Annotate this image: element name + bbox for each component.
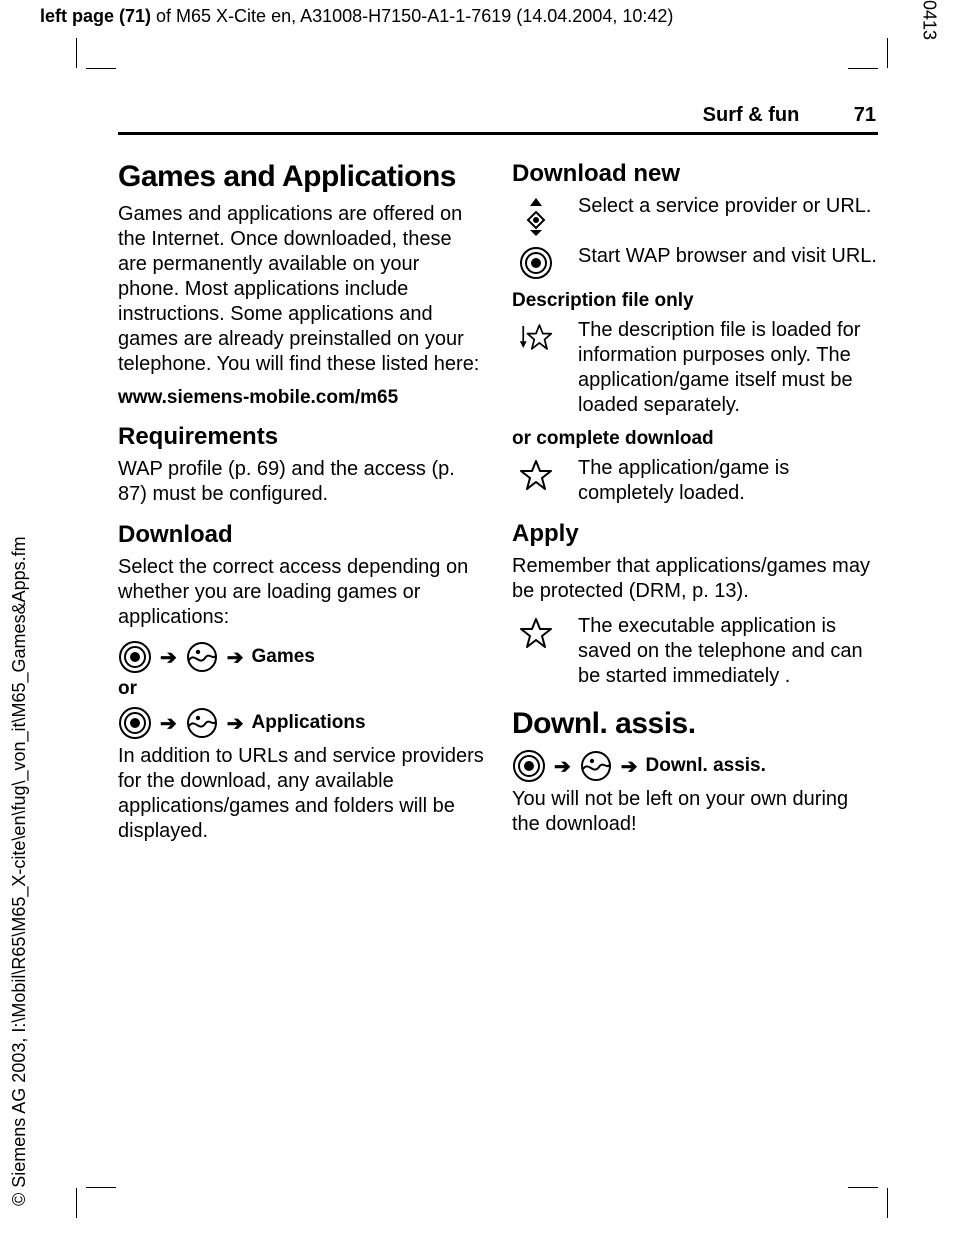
row-complete-download: The application/game is completely loade… [512, 456, 878, 506]
requirements-paragraph: WAP profile (p. 69) and the access (p. 8… [118, 457, 484, 507]
nav-path-applications: ➔ ➔ Applications [118, 706, 484, 740]
nav-path-assis: ➔ ➔ Downl. assis. [512, 749, 878, 783]
content-area: Games and Applications Games and applica… [118, 148, 878, 1186]
printer-header-rest: of M65 X-Cite en, A31008-H7150-A1-1-7619… [151, 6, 673, 26]
download-star-icon [512, 318, 560, 354]
download-paragraph-2: In addition to URLs and service provider… [118, 744, 484, 844]
crop-mark [76, 38, 77, 68]
arrow-icon: ➔ [160, 645, 177, 670]
center-key-icon [118, 706, 152, 740]
crop-mark [848, 1187, 878, 1188]
step-start-browser: Start WAP browser and visit URL. [512, 244, 878, 280]
arrow-icon: ➔ [227, 711, 244, 736]
h1-downl-assis: Downl. assis. [512, 707, 878, 741]
nav-updown-icon [512, 194, 560, 236]
printer-header-bold: left page (71) [40, 6, 151, 26]
nav-label-games: Games [252, 646, 315, 668]
download-paragraph: Select the correct access depending on w… [118, 555, 484, 630]
section-title: Surf & fun [703, 104, 800, 127]
or-label: or [118, 678, 484, 700]
crop-mark [887, 1188, 888, 1218]
row-text: The executable application is saved on t… [578, 614, 878, 689]
running-header: Surf & fun 71 [556, 104, 876, 127]
crop-mark [848, 68, 878, 69]
apply-paragraph: Remember that applications/games may be … [512, 554, 878, 604]
star-icon [512, 614, 560, 650]
url-line: www.siemens-mobile.com/m65 [118, 387, 484, 409]
row-apply: The executable application is saved on t… [512, 614, 878, 689]
crop-mark [76, 1188, 77, 1218]
arrow-icon: ➔ [621, 754, 638, 779]
left-column: Games and Applications Games and applica… [118, 148, 484, 1186]
h2-download-new: Download new [512, 160, 878, 188]
nav-label-assis: Downl. assis. [646, 755, 766, 777]
footer-filepath: © Siemens AG 2003, I:\Mobil\R65\M65_X-ci… [9, 536, 30, 1206]
h1-games-apps: Games and Applications [118, 160, 484, 194]
center-key-icon [512, 749, 546, 783]
extras-icon [579, 749, 613, 783]
right-column: Download new Select a service provider o… [512, 148, 878, 1186]
row-text: The application/game is completely loade… [578, 456, 878, 506]
star-icon [512, 456, 560, 492]
h2-requirements: Requirements [118, 423, 484, 451]
step-select-provider: Select a service provider or URL. [512, 194, 878, 236]
row-text: The description file is loaded for infor… [578, 318, 878, 418]
printer-header: left page (71) of M65 X-Cite en, A31008-… [40, 6, 673, 27]
row-description-file: The description file is loaded for infor… [512, 318, 878, 418]
var-language-note: VAR Language: en; VAR issue date: 040413 [919, 0, 940, 40]
extras-icon [185, 706, 219, 740]
page-number: 71 [854, 104, 876, 127]
center-key-icon [118, 640, 152, 674]
arrow-icon: ➔ [227, 645, 244, 670]
header-rule [118, 132, 878, 135]
crop-mark [86, 1187, 116, 1188]
h3-description-file: Description file only [512, 290, 878, 312]
arrow-icon: ➔ [554, 754, 571, 779]
nav-label-applications: Applications [252, 712, 366, 734]
h3-complete-download: or complete download [512, 428, 878, 450]
crop-mark [86, 68, 116, 69]
nav-path-games: ➔ ➔ Games [118, 640, 484, 674]
intro-paragraph: Games and applications are offered on th… [118, 202, 484, 377]
extras-icon [185, 640, 219, 674]
step-text: Start WAP browser and visit URL. [578, 244, 878, 269]
h2-apply: Apply [512, 520, 878, 548]
assis-paragraph: You will not be left on your own during … [512, 787, 878, 837]
h2-download: Download [118, 521, 484, 549]
step-text: Select a service provider or URL. [578, 194, 878, 219]
page-root: left page (71) of M65 X-Cite en, A31008-… [0, 0, 954, 1246]
arrow-icon: ➔ [160, 711, 177, 736]
crop-mark [887, 38, 888, 68]
center-key-icon [512, 244, 560, 280]
